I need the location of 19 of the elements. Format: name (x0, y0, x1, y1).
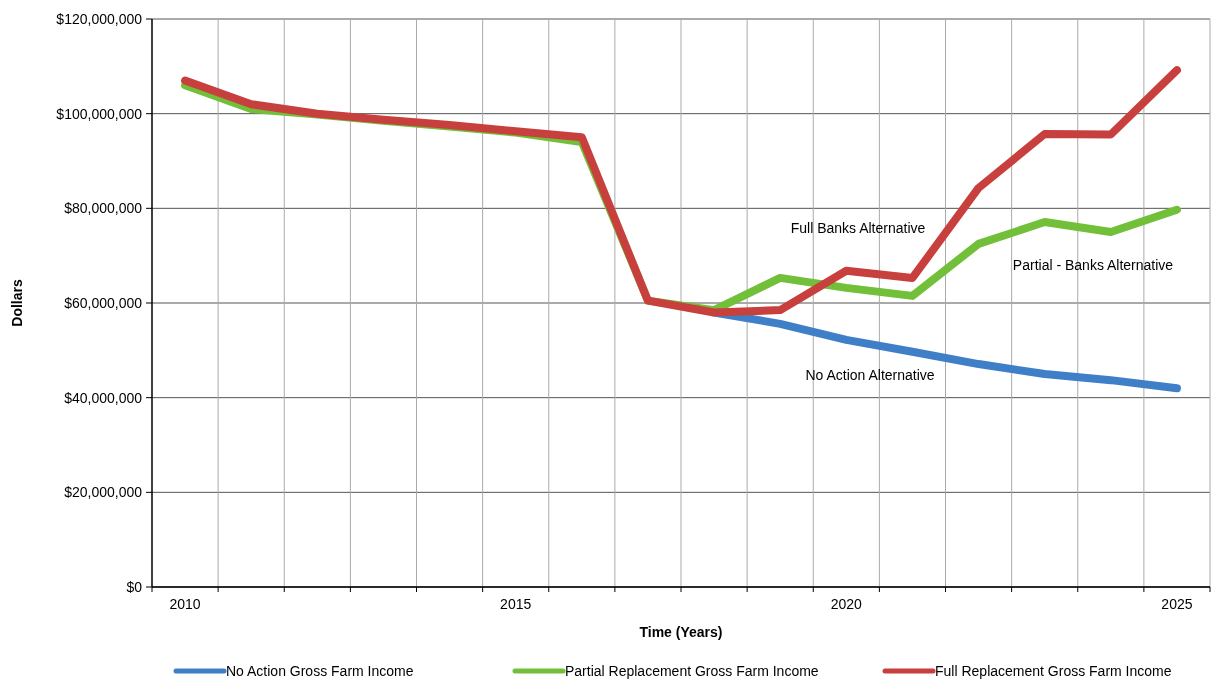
x-axis-title: Time (Years) (639, 624, 723, 640)
legend-label: Partial Replacement Gross Farm Income (565, 663, 819, 679)
y-tick-label: $20,000,000 (64, 484, 143, 501)
x-tick-label: 2015 (500, 596, 532, 612)
y-axis-title: Dollars (9, 279, 25, 327)
y-tick-label: $120,000,000 (56, 10, 143, 27)
y-tick-label: $0 (126, 578, 143, 595)
x-tick-label: 2010 (169, 596, 201, 612)
y-tick-label: $80,000,000 (64, 200, 143, 217)
annotation: Full Banks Alternative (790, 220, 926, 236)
legend-label: Full Replacement Gross Farm Income (935, 663, 1172, 679)
y-tick-label: $60,000,000 (64, 294, 143, 311)
annotation: No Action Alternative (805, 367, 935, 383)
annotation: Partial - Banks Alternative (1012, 257, 1174, 273)
legend-label: No Action Gross Farm Income (226, 663, 414, 679)
y-tick-label: $100,000,000 (56, 105, 143, 122)
x-tick-label: 2020 (830, 596, 863, 612)
y-tick-label: $40,000,000 (64, 389, 143, 406)
x-tick-label: 2025 (1161, 596, 1193, 612)
